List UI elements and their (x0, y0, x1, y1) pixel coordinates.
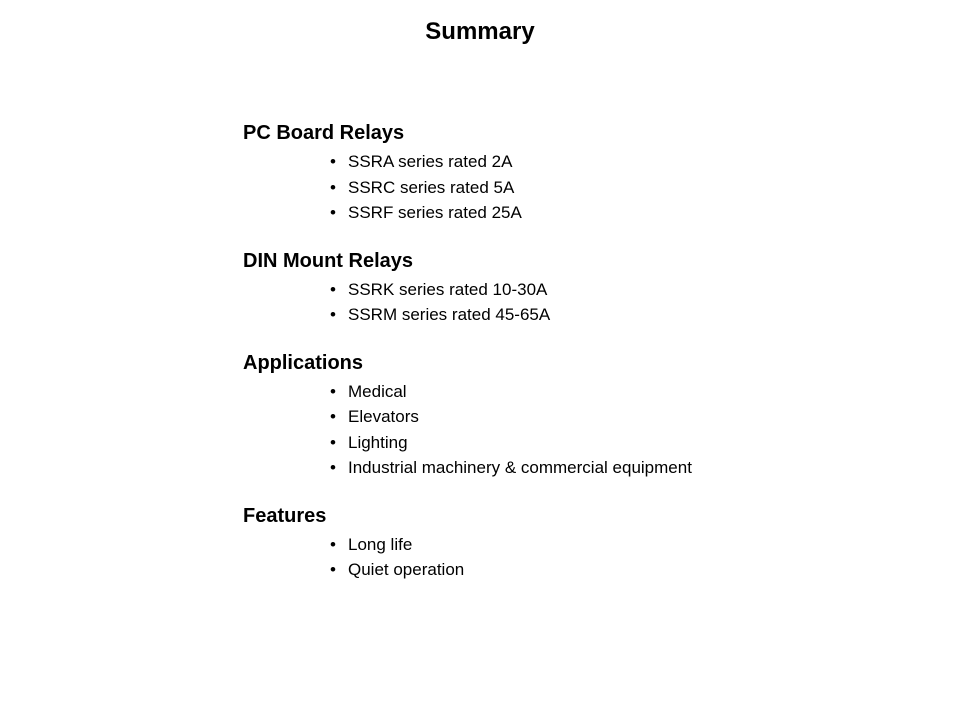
list-item: Long life (348, 532, 692, 558)
list-item: SSRC series rated 5A (348, 175, 692, 201)
list-item: Quiet operation (348, 557, 692, 583)
bullet-list: Medical Elevators Lighting Industrial ma… (243, 379, 692, 481)
bullet-list: Long life Quiet operation (243, 532, 692, 583)
bullet-list: SSRK series rated 10-30A SSRM series rat… (243, 277, 692, 328)
list-item: Medical (348, 379, 692, 405)
list-item: SSRF series rated 25A (348, 200, 692, 226)
section-pc-board-relays: PC Board Relays SSRA series rated 2A SSR… (243, 122, 692, 226)
section-heading: Applications (243, 352, 692, 375)
list-item: Lighting (348, 430, 692, 456)
list-item: Industrial machinery & commercial equipm… (348, 455, 692, 481)
list-item: SSRK series rated 10-30A (348, 277, 692, 303)
list-item: SSRA series rated 2A (348, 149, 692, 175)
section-heading: DIN Mount Relays (243, 250, 692, 273)
section-din-mount-relays: DIN Mount Relays SSRK series rated 10-30… (243, 250, 692, 328)
list-item: SSRM series rated 45-65A (348, 302, 692, 328)
section-heading: PC Board Relays (243, 122, 692, 145)
section-features: Features Long life Quiet operation (243, 505, 692, 583)
section-heading: Features (243, 505, 692, 528)
content-area: PC Board Relays SSRA series rated 2A SSR… (243, 122, 692, 607)
bullet-list: SSRA series rated 2A SSRC series rated 5… (243, 149, 692, 226)
section-applications: Applications Medical Elevators Lighting … (243, 352, 692, 481)
page-title: Summary (0, 0, 960, 46)
list-item: Elevators (348, 404, 692, 430)
